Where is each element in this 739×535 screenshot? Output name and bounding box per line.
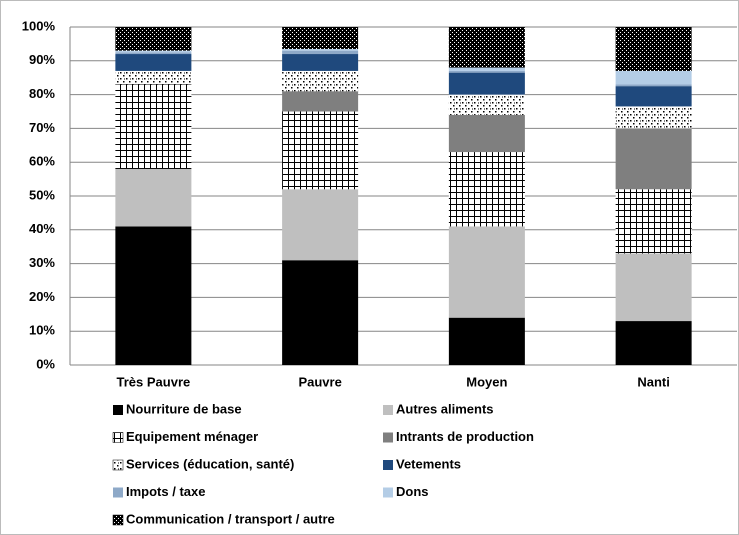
bar-segment — [448, 27, 525, 68]
y-tick-label: 90% — [29, 52, 55, 67]
legend-swatch — [112, 514, 124, 526]
legend-swatch — [113, 405, 123, 415]
bar-segment — [448, 152, 525, 227]
x-tick-label: Moyen — [466, 374, 507, 389]
bar-segment — [282, 50, 359, 55]
bar-segment — [448, 94, 525, 115]
legend-swatch — [113, 487, 123, 498]
legend-label: Services (éducation, santé) — [126, 456, 294, 471]
legend-swatch — [383, 405, 393, 415]
bar-segment — [615, 70, 692, 85]
bar-segment — [615, 84, 692, 87]
legend-label: Dons — [396, 484, 429, 499]
bar-segment — [615, 253, 692, 322]
bar-segment — [115, 70, 192, 85]
y-tick-label: 50% — [29, 187, 55, 202]
y-tick-label: 30% — [29, 255, 55, 270]
bar-segment — [448, 67, 525, 71]
bar-segment — [282, 70, 359, 92]
bar-segment — [615, 27, 692, 71]
legend-swatch — [383, 487, 393, 498]
legend-label: Vetements — [396, 456, 461, 471]
legend-swatch — [112, 459, 124, 471]
bar-segment — [448, 114, 525, 153]
bar-segment — [282, 189, 359, 261]
x-tick-label: Pauvre — [298, 374, 341, 389]
legend-swatch — [383, 432, 393, 443]
y-tick-label: 10% — [29, 323, 55, 338]
bar-segment — [448, 226, 525, 318]
bar-segment — [615, 189, 692, 254]
bar-segment — [615, 321, 692, 365]
bar-segment — [115, 50, 192, 53]
bar-segment — [115, 27, 192, 51]
bar-segment — [282, 48, 359, 51]
bar-segment — [115, 226, 192, 365]
bar-segment — [115, 54, 192, 71]
bar-segment — [115, 52, 192, 55]
bar-segment — [448, 70, 525, 73]
y-tick-label: 80% — [29, 86, 55, 101]
legend-swatch — [112, 432, 124, 443]
legend-label: Intrants de production — [396, 429, 534, 444]
bar-segment — [615, 106, 692, 129]
x-tick-label: Nanti — [637, 374, 670, 389]
legend-label: Equipement ménager — [126, 429, 258, 444]
legend-swatch — [383, 460, 393, 470]
bar-segment — [282, 54, 359, 71]
bar-segment — [448, 72, 525, 95]
legend-label: Autres aliments — [396, 401, 494, 416]
legend-label: Communication / transport / autre — [126, 511, 335, 526]
y-tick-label: 20% — [29, 289, 55, 304]
bar-segment — [282, 27, 359, 49]
legend-label: Nourriture de base — [126, 401, 242, 416]
legend-label: Impots / taxe — [126, 484, 205, 499]
bar-segment — [615, 86, 692, 107]
bar-segment — [282, 111, 359, 190]
x-tick-label: Très Pauvre — [117, 374, 191, 389]
bar-segment — [615, 128, 692, 190]
bar-segment — [282, 260, 359, 365]
y-tick-label: 60% — [29, 154, 55, 169]
bar-segment — [282, 91, 359, 112]
y-tick-label: 70% — [29, 120, 55, 135]
y-tick-label: 0% — [36, 356, 55, 371]
y-tick-label: 100% — [22, 18, 56, 33]
y-tick-label: 40% — [29, 221, 55, 236]
bar-segment — [115, 168, 192, 227]
bar-segment — [115, 84, 192, 169]
bar-segment — [448, 317, 525, 365]
